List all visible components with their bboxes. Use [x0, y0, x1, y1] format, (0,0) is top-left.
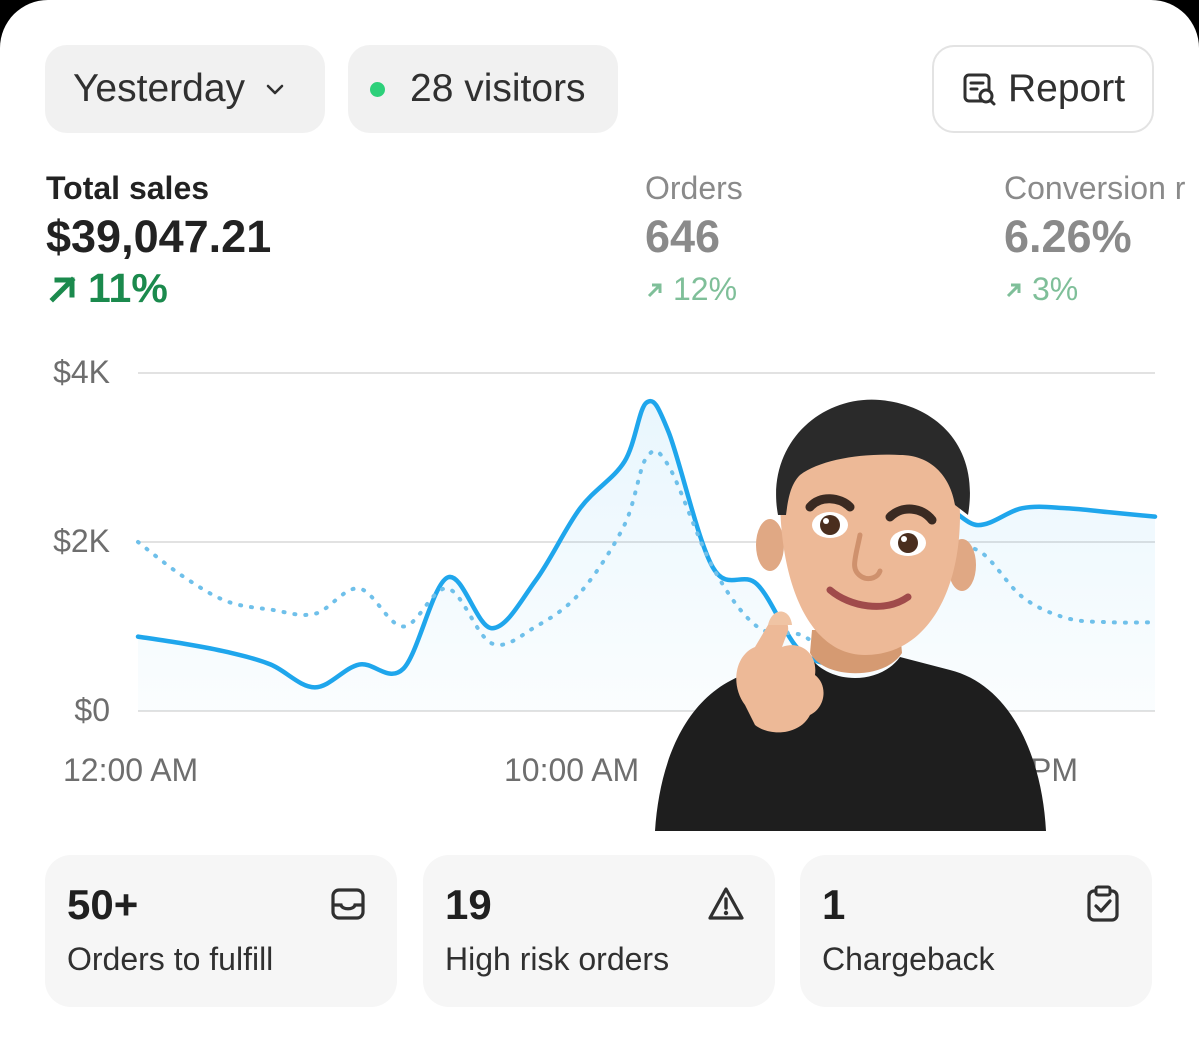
metric-label: Conversion r [1004, 170, 1186, 206]
series-line-comparison [136, 449, 1157, 662]
inbox-icon [331, 888, 365, 920]
metric-change: 11% [46, 265, 271, 312]
metric-change: 3% [1004, 271, 1185, 308]
y-tick-label: $0 [74, 692, 110, 728]
visitors-label: 28 visitors [410, 67, 586, 110]
tile-label: Orders to fulfill [67, 941, 274, 977]
clipboard-check-icon [1087, 885, 1119, 922]
metric-total-sales[interactable]: Total sales $39,047.21 11% [46, 170, 271, 312]
arrow-up-right-icon [1006, 283, 1021, 297]
metric-conversion[interactable]: Conversion r 6.26% 3% [1004, 170, 1185, 308]
metric-change-value: 12% [673, 271, 738, 307]
metric-change-value: 11% [88, 265, 168, 311]
date-range-dropdown[interactable]: Yesterday [45, 45, 325, 133]
tile-label: High risk orders [445, 941, 670, 977]
x-tick-label: 12:00 AM [63, 752, 199, 788]
x-tick-label: 10:00 AM [504, 752, 640, 788]
tile-number: 50+ [67, 881, 139, 928]
series-line-current [135, 399, 1158, 690]
live-dot-icon [370, 81, 385, 97]
tile-chargeback[interactable]: 1 Chargeback [800, 855, 1152, 1007]
live-visitors-badge[interactable]: 28 visitors [348, 45, 618, 133]
metric-change-value: 3% [1032, 271, 1079, 307]
metric-orders[interactable]: Orders 646 12% [645, 170, 743, 308]
arrow-up-right-icon [647, 283, 662, 297]
date-range-label: Yesterday [73, 67, 246, 110]
metric-change: 12% [645, 271, 743, 308]
memoji-avatar [655, 399, 1046, 831]
tile-number: 19 [445, 881, 492, 928]
report-search-icon [963, 73, 996, 106]
metric-label: Total sales [46, 170, 210, 206]
metric-label: Orders [645, 170, 743, 206]
tile-orders-to-fulfill[interactable]: 50+ Orders to fulfill [45, 855, 397, 1007]
tile-number: 1 [822, 881, 846, 928]
y-tick-label: $2K [53, 523, 110, 559]
tile-label: Chargeback [822, 941, 995, 977]
warning-icon [708, 887, 744, 920]
arrow-up-right-icon [49, 275, 76, 303]
metric-value: $39,047.21 [46, 211, 272, 262]
y-tick-label: $4K [53, 354, 110, 390]
tile-high-risk-orders[interactable]: 19 High risk orders [423, 855, 775, 1007]
report-button[interactable]: Report [932, 45, 1154, 133]
report-label: Report [1008, 67, 1126, 110]
metric-value: 646 [645, 211, 721, 262]
metric-value: 6.26% [1004, 211, 1132, 262]
chevron-down-icon [266, 84, 284, 95]
